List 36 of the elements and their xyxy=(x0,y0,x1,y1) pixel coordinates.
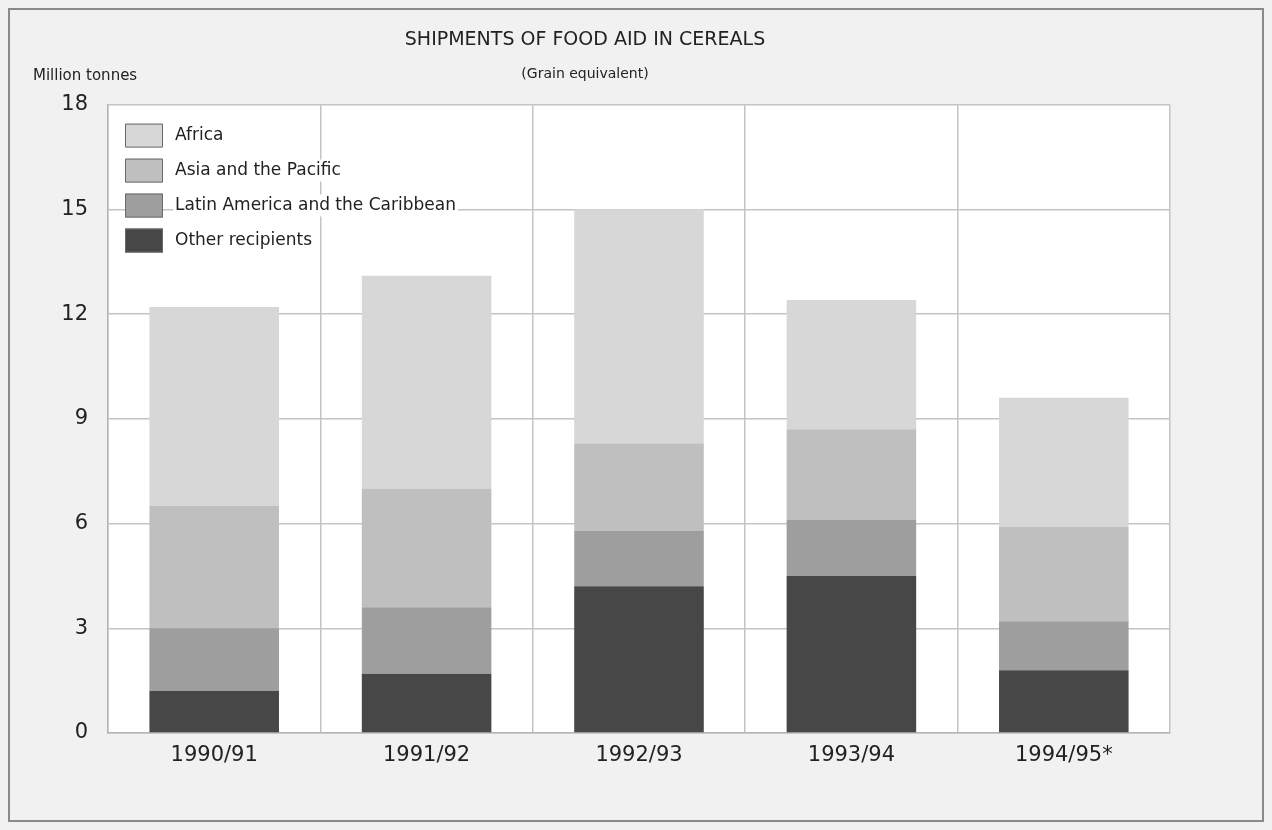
y-tick-label: 0 xyxy=(74,719,88,744)
bar xyxy=(574,530,704,587)
bar xyxy=(361,275,492,489)
bar xyxy=(999,621,1129,671)
bar xyxy=(361,607,492,674)
legend-label: Latin America and the Caribbean xyxy=(175,194,456,215)
bar xyxy=(786,300,917,430)
bar xyxy=(149,691,279,733)
bar xyxy=(786,575,917,733)
bar xyxy=(574,586,704,733)
bar xyxy=(149,307,279,507)
y-tick-label: 3 xyxy=(74,614,88,639)
y-tick-label: 18 xyxy=(61,91,88,116)
y-tick-label: 9 xyxy=(74,405,88,430)
legend-label: Asia and the Pacific xyxy=(175,159,341,180)
x-tick-label: 1994/95* xyxy=(1014,742,1113,767)
chart-title: SHIPMENTS OF FOOD AID IN CEREALS xyxy=(404,27,766,50)
bar xyxy=(574,209,704,444)
legend-label: Africa xyxy=(175,124,224,145)
bar xyxy=(999,670,1129,733)
y-tick-label: 15 xyxy=(61,195,88,220)
legend-label: Other recipients xyxy=(175,229,313,250)
x-tick-label: 1992/93 xyxy=(595,742,683,767)
bar xyxy=(999,397,1129,528)
y-tick-label: 6 xyxy=(74,509,88,534)
x-tick-label: 1991/92 xyxy=(382,742,471,767)
y-tick-label: 12 xyxy=(61,300,88,325)
x-tick-label: 1993/94 xyxy=(807,742,896,767)
x-tick-label: 1990/91 xyxy=(170,742,258,767)
chart-subtitle: (Grain equivalent) xyxy=(521,64,649,81)
bar xyxy=(999,527,1129,622)
bar xyxy=(149,628,279,692)
y-axis-title: Million tonnes xyxy=(33,66,138,85)
bar xyxy=(361,673,492,733)
bar xyxy=(786,429,917,521)
bar xyxy=(786,520,917,576)
